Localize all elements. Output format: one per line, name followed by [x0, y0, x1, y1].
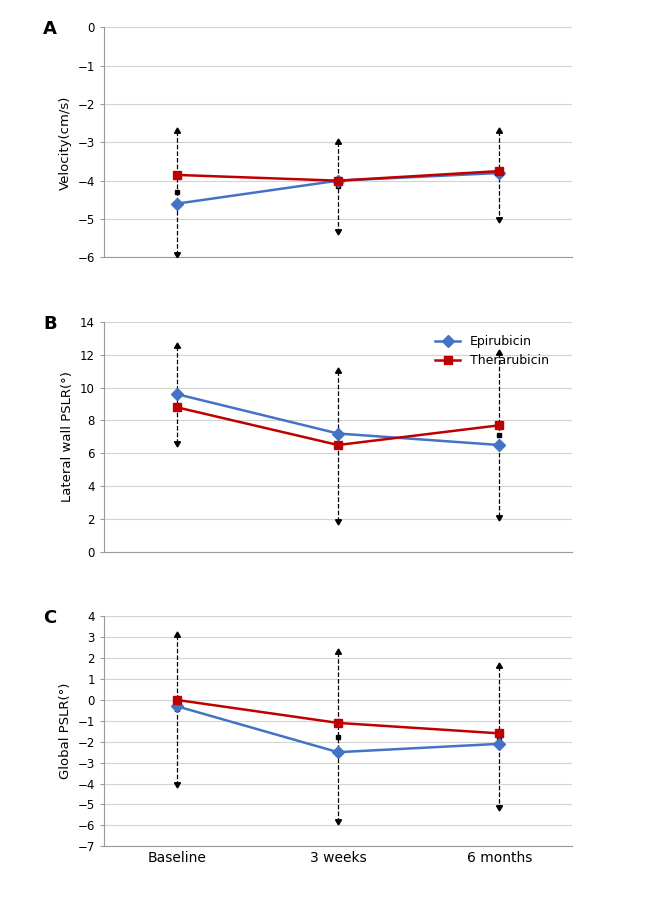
- Epirubicin: [173, 198, 181, 209]
- Epirubicin: [173, 701, 181, 712]
- Legend: Epirubicin, Therarubicin: Epirubicin, Therarubicin: [430, 330, 554, 372]
- Line: Epirubicin: Epirubicin: [172, 169, 504, 207]
- Y-axis label: Velocity(cm/s): Velocity(cm/s): [59, 96, 72, 189]
- Line: Therarubicin: Therarubicin: [172, 696, 504, 737]
- Therarubicin: [334, 440, 342, 450]
- Text: A: A: [43, 20, 57, 38]
- Therarubicin: [495, 420, 503, 430]
- Line: Therarubicin: Therarubicin: [172, 403, 504, 450]
- Epirubicin: [334, 747, 342, 758]
- Therarubicin: [495, 728, 503, 739]
- Y-axis label: Global PSLR(°): Global PSLR(°): [59, 683, 72, 780]
- Epirubicin: [495, 738, 503, 749]
- Line: Therarubicin: Therarubicin: [172, 167, 504, 185]
- Therarubicin: [334, 717, 342, 728]
- Epirubicin: [334, 428, 342, 439]
- Therarubicin: [173, 401, 181, 412]
- Therarubicin: [173, 694, 181, 705]
- Epirubicin: [173, 389, 181, 399]
- Line: Epirubicin: Epirubicin: [172, 702, 504, 756]
- Therarubicin: [495, 166, 503, 177]
- Therarubicin: [173, 169, 181, 180]
- Line: Epirubicin: Epirubicin: [172, 389, 504, 450]
- Epirubicin: [495, 167, 503, 178]
- Text: C: C: [43, 610, 57, 627]
- Epirubicin: [334, 176, 342, 187]
- Y-axis label: Lateral wall PSLR(°): Lateral wall PSLR(°): [61, 371, 74, 502]
- Therarubicin: [334, 176, 342, 187]
- Epirubicin: [495, 440, 503, 450]
- Text: B: B: [43, 315, 57, 333]
